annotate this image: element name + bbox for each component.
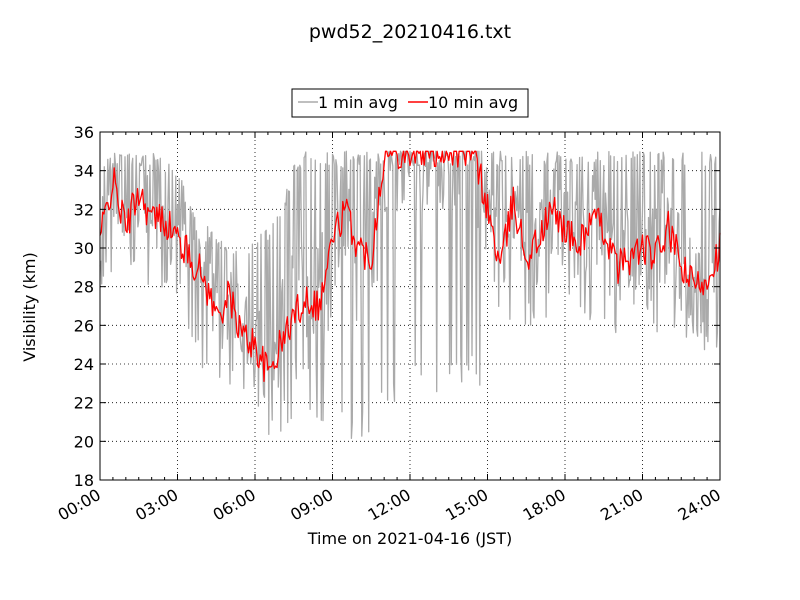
legend-label-10min: 10 min avg: [428, 93, 518, 112]
y-ticks: 18 20 22 24 26 28 30 32 34 36: [74, 123, 720, 490]
y-tick-label: 18: [74, 471, 94, 490]
line-10min-avg: [99, 150, 721, 382]
y-tick-label: 28: [74, 278, 94, 297]
y-tick-label: 36: [74, 123, 94, 142]
y-tick-label: 20: [74, 432, 94, 451]
series-10min-avg: [99, 150, 721, 382]
legend-frame: [291, 88, 529, 118]
y-tick-label: 30: [74, 239, 94, 258]
y-tick-label: 24: [74, 355, 94, 374]
y-axis-label: Visibility (km): [20, 252, 39, 361]
x-axis-label: Time on 2021-04-16 (JST): [307, 529, 512, 548]
y-tick-label: 26: [74, 316, 94, 335]
y-tick-label: 34: [74, 162, 94, 181]
chart-title: pwd52_20210416.txt: [309, 21, 511, 43]
legend-label-1min: 1 min avg: [318, 93, 398, 112]
y-tick-label: 32: [74, 200, 94, 219]
y-tick-label: 22: [74, 394, 94, 413]
legend: 1 min avg 10 min avg: [291, 88, 529, 118]
